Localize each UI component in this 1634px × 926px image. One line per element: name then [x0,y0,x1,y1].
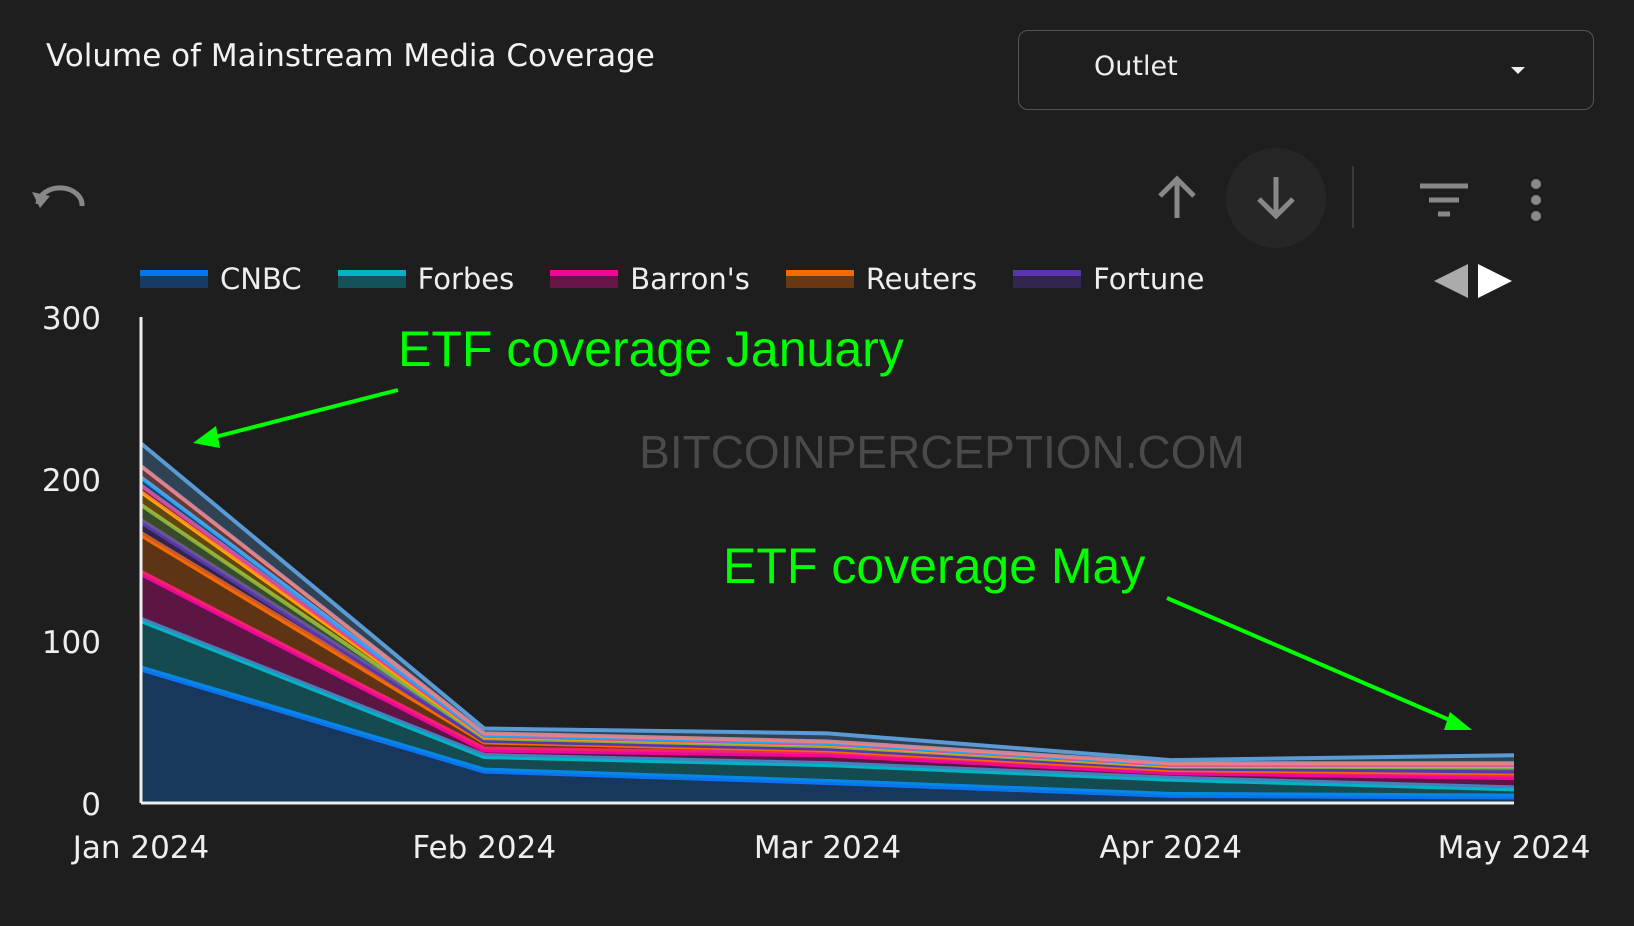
legend-swatch [1013,270,1082,288]
arrow-down-button[interactable] [1226,148,1326,248]
filter-icon[interactable] [1418,180,1470,220]
arrow-january [214,388,399,439]
legend-pager [1434,264,1512,298]
x-tick-label: Mar 2024 [754,830,901,866]
legend-swatch [550,270,619,288]
arrow-head-icon [1444,712,1472,730]
annotation-january: ETF coverage January [398,321,904,377]
legend-swatch [337,270,406,288]
x-tick-label: Apr 2024 [1100,830,1242,866]
legend-swatch [785,270,854,288]
watermark: BITCOINPERCEPTION.COM [639,426,1245,478]
y-tick-label: 100 [42,625,101,661]
legend-item-reuters[interactable]: Reuters [785,262,978,296]
arrow-head-icon [193,426,220,448]
undo-icon[interactable] [28,176,88,216]
x-tick-label: Feb 2024 [412,830,556,866]
legend-label: Barron's [630,262,750,296]
legend-item-barrons[interactable]: Barron's [550,262,750,296]
dropdown-label: Outlet [1094,51,1178,82]
toolbar-divider [1352,166,1354,228]
legend-label: Fortune [1093,262,1205,296]
legend-item-fortune[interactable]: Fortune [1013,262,1204,296]
legend-item-forbes[interactable]: Forbes [337,262,515,296]
annotation-may: ETF coverage May [723,538,1145,594]
arrow-down-icon [1257,177,1295,220]
chevron-down-icon [1511,67,1525,74]
legend-label: Reuters [865,262,978,296]
legend-next-icon[interactable] [1478,264,1512,298]
arrow-may [1166,596,1453,723]
legend-swatch [140,270,208,288]
legend-label: Forbes [417,262,515,296]
y-tick-label: 0 [81,787,101,823]
chart-legend: CNBC Forbes Barron's Reuters Fortune [140,262,1240,296]
legend-item-cnbc[interactable]: CNBC [140,262,302,296]
y-tick-label: 300 [42,301,101,337]
outlet-dropdown[interactable]: Outlet [1018,30,1594,110]
more-vert-icon[interactable] [1526,178,1546,226]
y-tick-label: 200 [42,463,101,499]
area-cnbc [141,668,1514,803]
x-tick-label: Jan 2024 [71,830,210,866]
legend-prev-icon[interactable] [1434,264,1468,298]
chart-title: Volume of Mainstream Media Coverage [46,38,655,74]
x-tick-label: May 2024 [1438,830,1591,866]
arrow-up-icon[interactable] [1152,172,1202,222]
legend-label: CNBC [220,262,302,296]
